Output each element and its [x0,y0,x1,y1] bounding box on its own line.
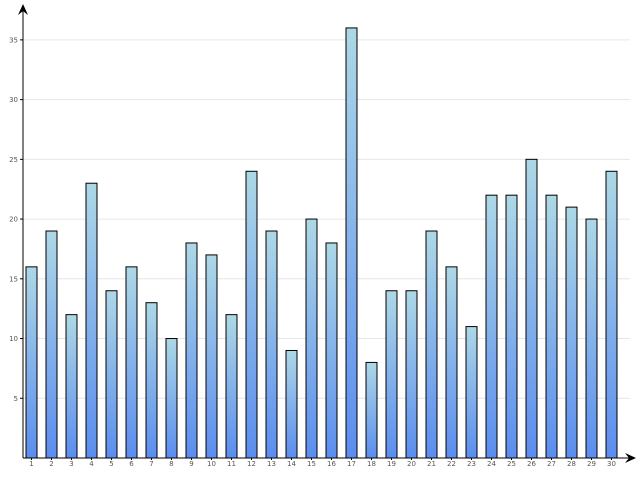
x-tick-label: 8 [169,460,173,468]
y-tick-label: 20 [9,216,18,224]
x-tick-label: 13 [267,460,276,468]
x-axis-arrow-icon [625,453,636,463]
bar [105,290,118,459]
x-tick-label: 21 [427,460,436,468]
x-tick-label: 15 [307,460,316,468]
bar [525,158,538,459]
x-tick-label: 7 [149,460,153,468]
x-tick-label: 16 [327,460,336,468]
x-tick-label: 14 [287,460,296,468]
bar [85,182,98,459]
x-tick-label: 29 [587,460,596,468]
bar [545,194,558,459]
bar [65,314,78,459]
y-axis-arrow-icon [18,4,28,15]
x-tick-label: 19 [387,460,396,468]
bar [245,170,258,459]
bar [585,218,598,459]
bar [445,266,458,459]
x-tick-label: 11 [227,460,236,468]
bar [265,230,278,459]
bar [285,349,298,459]
x-tick-label: 5 [109,460,113,468]
x-tick-label: 27 [547,460,556,468]
x-tick-label: 22 [447,460,456,468]
x-tick-label: 12 [247,460,256,468]
x-tick-label: 1 [29,460,33,468]
y-tick-label: 10 [9,335,18,343]
y-tick-label: 15 [9,275,18,283]
x-tick-label: 3 [69,460,73,468]
x-tick-label: 17 [347,460,356,468]
bar [485,194,498,459]
bar-layer [25,27,618,459]
bar [205,254,218,459]
bar [465,326,478,459]
x-tick-label: 10 [207,460,216,468]
x-tick-label: 4 [89,460,94,468]
x-tick-label: 20 [407,460,416,468]
x-tick-label: 24 [487,460,496,468]
y-tick-label: 30 [9,96,18,104]
x-tick-label: 23 [467,460,476,468]
y-tick-label: 25 [9,156,18,164]
bar [505,194,518,459]
y-tick-label: 5 [14,395,18,403]
x-tick-label: 6 [129,460,134,468]
bar [385,290,398,459]
bar [305,218,318,459]
bar [185,242,198,459]
bar [145,302,158,459]
axis-layer [18,4,636,463]
bar [325,242,338,459]
bar [45,230,58,459]
bar [345,27,358,459]
bar [425,230,438,459]
x-tick-label: 18 [367,460,376,468]
x-tick-label: 28 [567,460,576,468]
bar [125,266,138,459]
bar [225,314,238,459]
x-tick-label: 2 [49,460,53,468]
bar [165,338,178,459]
bar [365,361,378,459]
bar [565,206,578,459]
bar [25,266,38,459]
y-tick-label: 35 [9,36,18,44]
bar [605,170,618,459]
x-tick-label: 9 [189,460,193,468]
bar [405,290,418,459]
x-tick-label: 25 [507,460,516,468]
x-tick-label: 30 [607,460,616,468]
x-tick-label: 26 [527,460,536,468]
